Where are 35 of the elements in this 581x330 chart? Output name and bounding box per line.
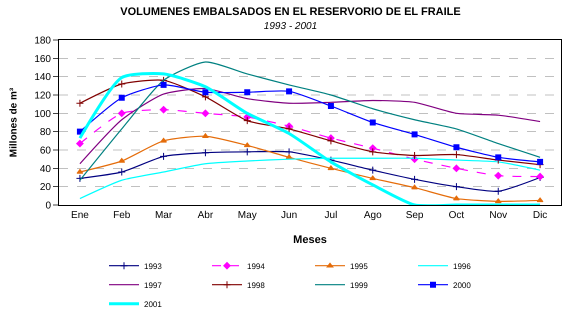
x-tick-label: Mar [154, 210, 173, 221]
legend-label: 1993 [144, 262, 162, 271]
y-tick-label: 20 [40, 182, 52, 194]
y-tick-label: 100 [34, 108, 52, 120]
x-tick-label: Oct [448, 210, 464, 221]
x-tick-label: Jun [281, 210, 298, 221]
y-tick-label: 120 [34, 90, 52, 102]
y-tick-label: 160 [34, 54, 52, 65]
x-tick-label: Jul [324, 210, 338, 221]
legend-label: 2001 [144, 300, 162, 309]
legend-label: 1999 [350, 280, 368, 290]
legend-label: 1998 [247, 280, 266, 290]
x-tick-label: Abr [198, 210, 214, 221]
y-tick-label: 0 [45, 200, 52, 212]
x-tick-label: Nov [489, 210, 508, 221]
chart-subtitle: 1993 - 2001 [264, 21, 318, 32]
legend-label: 2000 [453, 280, 472, 290]
x-tick-label: Ene [71, 210, 90, 221]
y-tick-label: 40 [40, 164, 52, 175]
y-axis-title: Millones de m³ [8, 87, 20, 158]
legend-label: 1995 [350, 262, 368, 271]
x-tick-label: Dic [532, 210, 548, 221]
x-tick-label: May [238, 210, 257, 221]
legend-label: 1997 [144, 280, 162, 290]
legend-label: 1996 [453, 262, 472, 271]
y-tick-label: 180 [34, 36, 52, 46]
y-tick-label: 60 [40, 146, 52, 156]
x-tick-label: Sep [406, 210, 424, 221]
x-axis-title: Meses [293, 234, 327, 246]
x-tick-label: Ago [364, 210, 382, 221]
legend-label: 1994 [247, 262, 266, 271]
x-tick-label: Feb [113, 210, 131, 221]
y-tick-label: 80 [40, 127, 52, 138]
y-tick-label: 140 [34, 72, 52, 84]
chart-title: VOLUMENES EMBALSADOS EN EL RESERVORIO DE EL FRAILE [120, 6, 461, 18]
